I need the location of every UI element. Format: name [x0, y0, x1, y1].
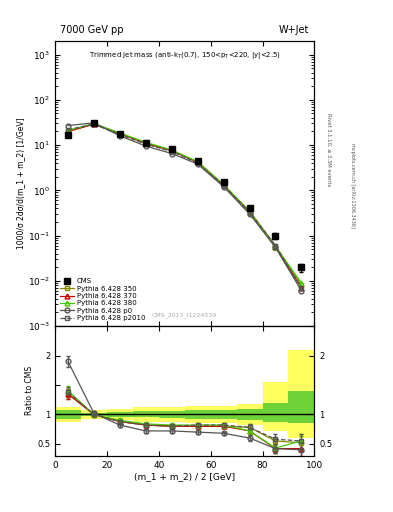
Text: 7000 GeV pp: 7000 GeV pp [60, 25, 124, 35]
Y-axis label: 1000/σ 2dσ/d(m_1 + m_2) [1/GeV]: 1000/σ 2dσ/d(m_1 + m_2) [1/GeV] [16, 118, 25, 249]
Text: CMS_2013_I1224539: CMS_2013_I1224539 [152, 312, 217, 317]
Legend: CMS, Pythia 6.428 350, Pythia 6.428 370, Pythia 6.428 380, Pythia 6.428 p0, Pyth: CMS, Pythia 6.428 350, Pythia 6.428 370,… [59, 277, 147, 323]
Text: Rivet 3.1.10, ≥ 3.3M events: Rivet 3.1.10, ≥ 3.3M events [326, 113, 331, 186]
Text: mcplots.cern.ch [arXiv:1306.3436]: mcplots.cern.ch [arXiv:1306.3436] [350, 143, 355, 228]
X-axis label: (m_1 + m_2) / 2 [GeV]: (m_1 + m_2) / 2 [GeV] [134, 472, 235, 481]
Y-axis label: Ratio to CMS: Ratio to CMS [25, 366, 34, 415]
Text: W+Jet: W+Jet [279, 25, 309, 35]
Text: Trimmed jet mass (anti-k$_\mathregular{T}$(0.7), 150<p$_\mathregular{T}$<220, |y: Trimmed jet mass (anti-k$_\mathregular{T… [89, 50, 281, 60]
